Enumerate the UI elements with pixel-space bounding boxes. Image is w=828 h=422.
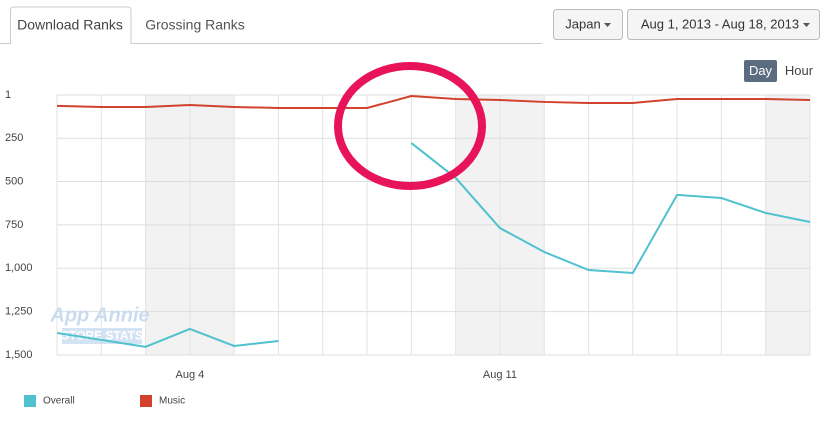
series-line (56, 327, 279, 348)
watermark-logo: App Annie (49, 304, 149, 326)
legend-swatch (140, 395, 152, 407)
caret (803, 23, 810, 27)
series-line (410, 142, 811, 274)
date-range-label: Aug 1, 2013 - Aug 18, 2013 (641, 16, 799, 31)
day-button[interactable] (744, 60, 777, 82)
active-tab-box (10, 6, 132, 44)
x-tick-label: Aug 4 (176, 369, 205, 381)
y-tick-label: 1 (5, 89, 11, 101)
tab-download-ranks[interactable]: Download Ranks (17, 17, 123, 33)
country-label: Japan (565, 16, 600, 31)
x-tick-label: Aug 11 (483, 369, 517, 381)
series-line (56, 95, 811, 110)
y-tick-label: 500 (5, 175, 23, 187)
legend-label: Overall (43, 396, 75, 407)
tab-gap (11, 42, 130, 45)
highlight-circle (334, 62, 486, 190)
legend-swatch (24, 395, 36, 407)
tab-grossing-ranks[interactable]: Grossing Ranks (145, 17, 245, 33)
y-tick-label: 1,000 (5, 262, 33, 274)
date-dropdown[interactable] (627, 9, 820, 40)
legend-label: Music (159, 396, 185, 407)
caret (604, 23, 611, 27)
y-tick-label: 750 (5, 219, 23, 231)
day-label: Day (749, 63, 773, 78)
lines (56, 95, 811, 348)
watermark-text: STORE STATS (61, 329, 143, 343)
country-dropdown[interactable] (553, 9, 623, 40)
y-tick-label: 250 (5, 132, 23, 144)
y-tick-label: 1,500 (5, 349, 33, 361)
plot: 1 250 500 750 1,000 1,250 1,500 Aug 4 Aug 11 (5, 89, 811, 381)
watermark-box (62, 328, 142, 344)
y-tick-label: 1,250 (5, 306, 33, 318)
hour-button[interactable]: Hour (785, 63, 814, 78)
